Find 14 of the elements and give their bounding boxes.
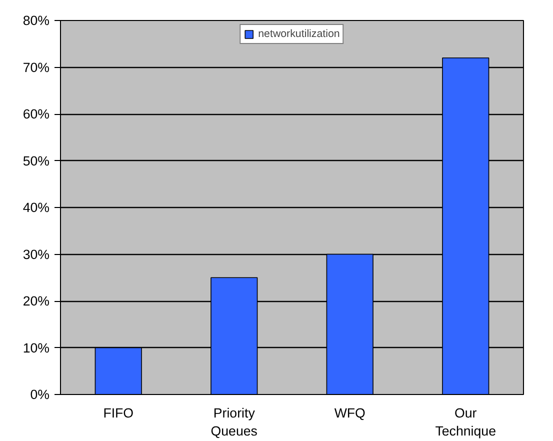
x-tick-label: FIFO <box>103 406 134 420</box>
y-tick-label: 20% <box>22 294 50 308</box>
x-tick-label: Our Technique <box>435 406 496 438</box>
y-tick-label: 40% <box>22 200 50 215</box>
y-tick-label: 10% <box>22 340 50 356</box>
legend-label: networkutilization <box>258 28 340 40</box>
x-tick-label: WFQ <box>334 406 366 420</box>
x-tick-label: Priority Queues <box>210 406 258 438</box>
y-tick-label: 60% <box>22 106 50 122</box>
y-tick-label: 80% <box>22 13 50 28</box>
y-tick-label: 50% <box>22 153 50 168</box>
y-tick-label: 0% <box>30 387 50 402</box>
y-tick-label: 70% <box>22 60 50 75</box>
y-tick-label: 30% <box>22 246 50 262</box>
